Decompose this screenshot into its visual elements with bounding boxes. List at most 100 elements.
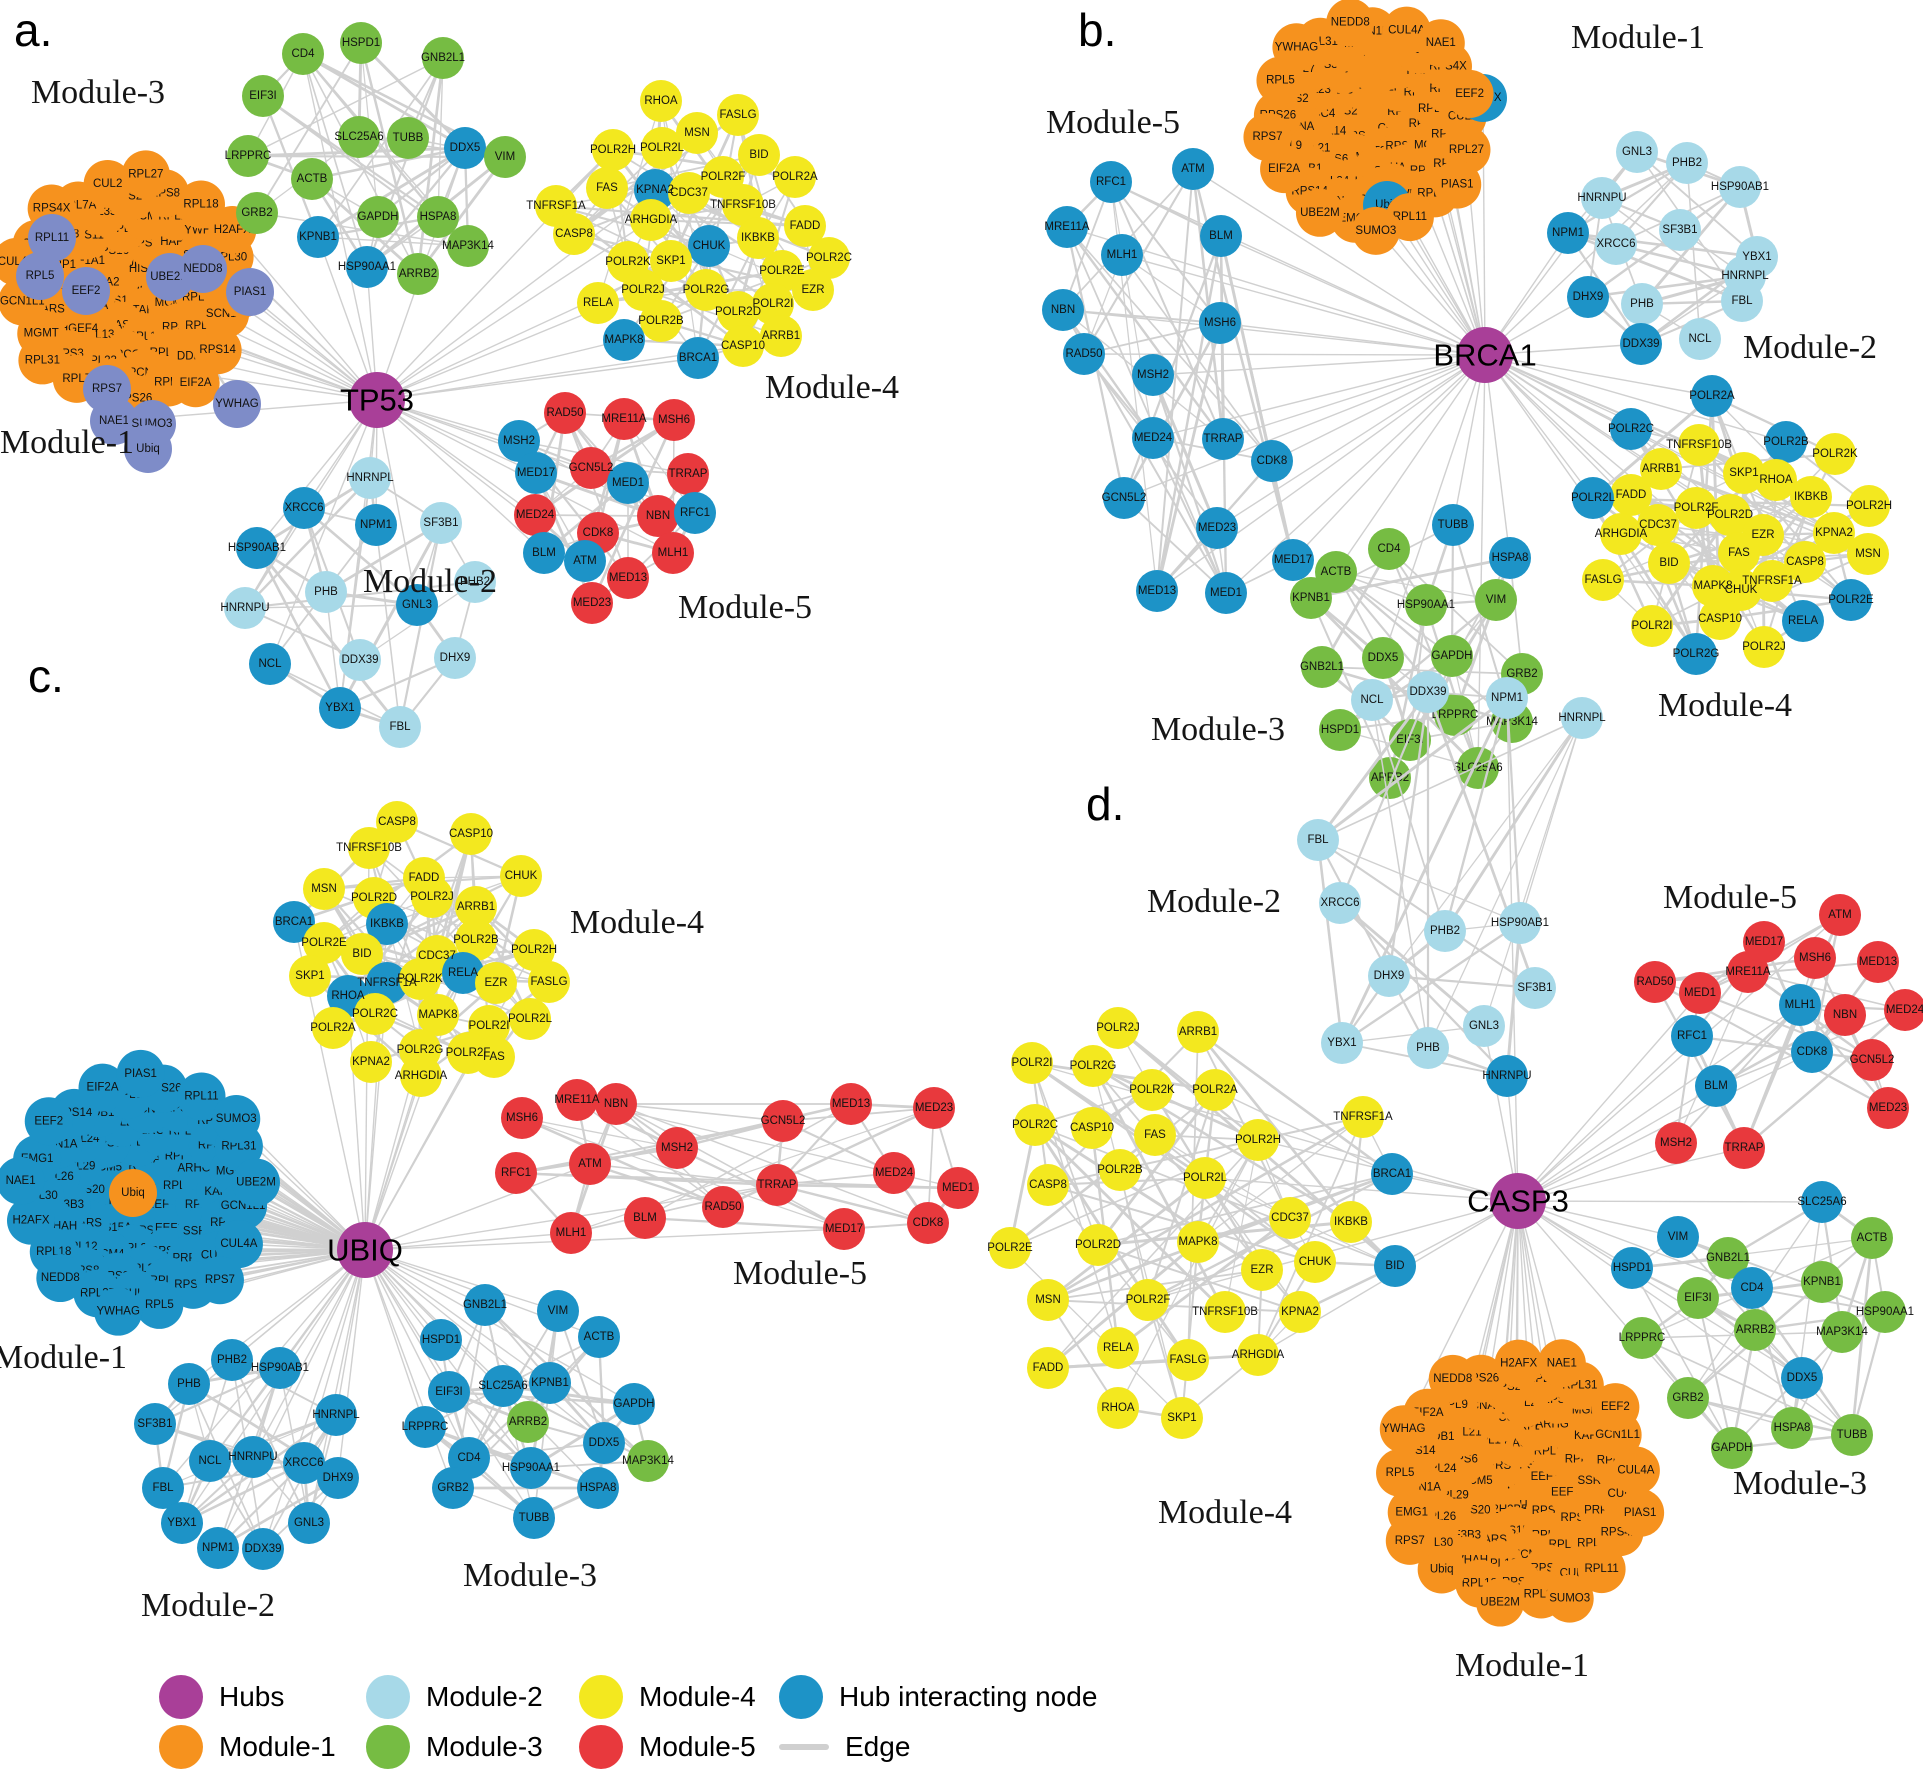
edge (1686, 162, 1701, 340)
node-NEDD8 (179, 245, 227, 293)
node-FASLG (1167, 1339, 1209, 1381)
node-POLR2H (513, 929, 555, 971)
hub-edge (302, 53, 378, 401)
node-PHB2 (1666, 142, 1708, 184)
node-POLR2K (1131, 1069, 1173, 1111)
edge (1338, 691, 1430, 904)
node-SUMO3 (1351, 206, 1400, 255)
edge (261, 95, 320, 238)
node-MED17 (1272, 539, 1314, 581)
node-MED13 (830, 1083, 872, 1125)
edge (317, 57, 444, 238)
node-MED13 (1857, 941, 1899, 983)
edge (1636, 151, 1758, 258)
node-GAPDH (357, 196, 399, 238)
hub-edge (1204, 1177, 1519, 1202)
node-CASP10 (1699, 598, 1741, 640)
node-KPNB1 (1290, 577, 1332, 619)
node-DHX9 (317, 1457, 359, 1499)
node-POLR2D (717, 291, 759, 333)
edge (359, 41, 467, 150)
edge (1117, 1216, 1291, 1350)
edge (1641, 1337, 1853, 1436)
node-MSN (1027, 1279, 1069, 1321)
node-EEF2 (24, 1097, 73, 1146)
edge (644, 1103, 852, 1219)
node-Ubiq (109, 1169, 157, 1217)
edge (1675, 1004, 1801, 1144)
node-TRRAP (756, 1164, 798, 1206)
node-DDX39 (339, 639, 381, 681)
edge (1047, 1176, 1206, 1302)
edge (1341, 922, 1521, 1044)
hub-label: CASP3 (1467, 1184, 1569, 1219)
node-POLR2J (1743, 626, 1785, 668)
node-GCN5L2 (1103, 477, 1145, 519)
hub-edge (1152, 354, 1486, 376)
node-TNFRSF10B (722, 184, 764, 226)
node-FASLG (1582, 559, 1624, 601)
node-CASP8 (1784, 541, 1826, 583)
node-FAS (1718, 532, 1760, 574)
node-YWHAG (1379, 1405, 1428, 1454)
edge (1155, 235, 1223, 592)
node-RAD50 (1634, 961, 1676, 1003)
module-label-module-5: Module-5 (1663, 879, 1797, 916)
edge (1066, 226, 1273, 462)
node-XRCC6 (283, 487, 325, 529)
node-KPNB1 (529, 1362, 571, 1404)
node-POLR2A (1691, 375, 1733, 417)
node-POLR2L (1572, 477, 1614, 519)
node-MSH6 (653, 399, 695, 441)
node-CDK8 (1791, 1031, 1833, 1073)
node-RPL27 (121, 150, 170, 199)
node-CHUK (500, 855, 542, 897)
hub-edge (376, 149, 614, 401)
node-POLR2H (1848, 485, 1890, 527)
edge (1062, 181, 1112, 311)
edge (1443, 717, 1584, 932)
node-HSP90AB1 (1499, 902, 1541, 944)
node-POLR2A (774, 156, 816, 198)
edge (1180, 1241, 1200, 1419)
node-POLR2B (1099, 1149, 1141, 1191)
hub-edge (1083, 353, 1486, 356)
node-EIF2A (171, 359, 220, 408)
hub-edge (1517, 1200, 1753, 1289)
node-UBE2M (231, 1158, 280, 1207)
node-ATM (564, 540, 606, 582)
node-CASP8 (376, 801, 418, 843)
node-YBX1 (1321, 1022, 1363, 1064)
node-FADD (784, 205, 826, 247)
node-TNFRSF10B (1678, 424, 1720, 466)
edge (1156, 168, 1194, 592)
node-IKBKB (1790, 476, 1832, 518)
node-ARRB1 (1640, 448, 1682, 490)
node-DDX5 (1362, 637, 1404, 679)
node-TNFRSF1A (1342, 1096, 1384, 1138)
node-MED24 (1132, 417, 1174, 459)
edge (557, 1310, 605, 1444)
node-ARRB1 (760, 315, 802, 357)
node-ARRB1 (1177, 1011, 1219, 1053)
node-YWHAG (94, 1287, 143, 1336)
node-KPNA2 (1279, 1291, 1321, 1333)
hub-edge (1292, 354, 1486, 561)
node-ACTB (1315, 551, 1357, 593)
node-TNFRSF10B (1204, 1291, 1246, 1333)
node-POLR2D (1077, 1224, 1119, 1266)
node-POLR2D (1709, 494, 1751, 536)
edge (359, 42, 420, 275)
edge (615, 1103, 845, 1230)
node-POLR2C (1014, 1104, 1056, 1146)
hub-edge (1216, 354, 1486, 529)
node-ARHGDIA (1600, 513, 1642, 555)
hub-edge (1517, 1004, 1801, 1202)
node-TNFRSF1A (1751, 560, 1793, 602)
node-GAPDH (1431, 635, 1473, 677)
edge (1310, 597, 1391, 779)
node-CUL2 (83, 159, 132, 208)
node-POLR2J (622, 269, 664, 311)
node-MED24 (514, 494, 556, 536)
node-MED13 (1136, 570, 1178, 612)
